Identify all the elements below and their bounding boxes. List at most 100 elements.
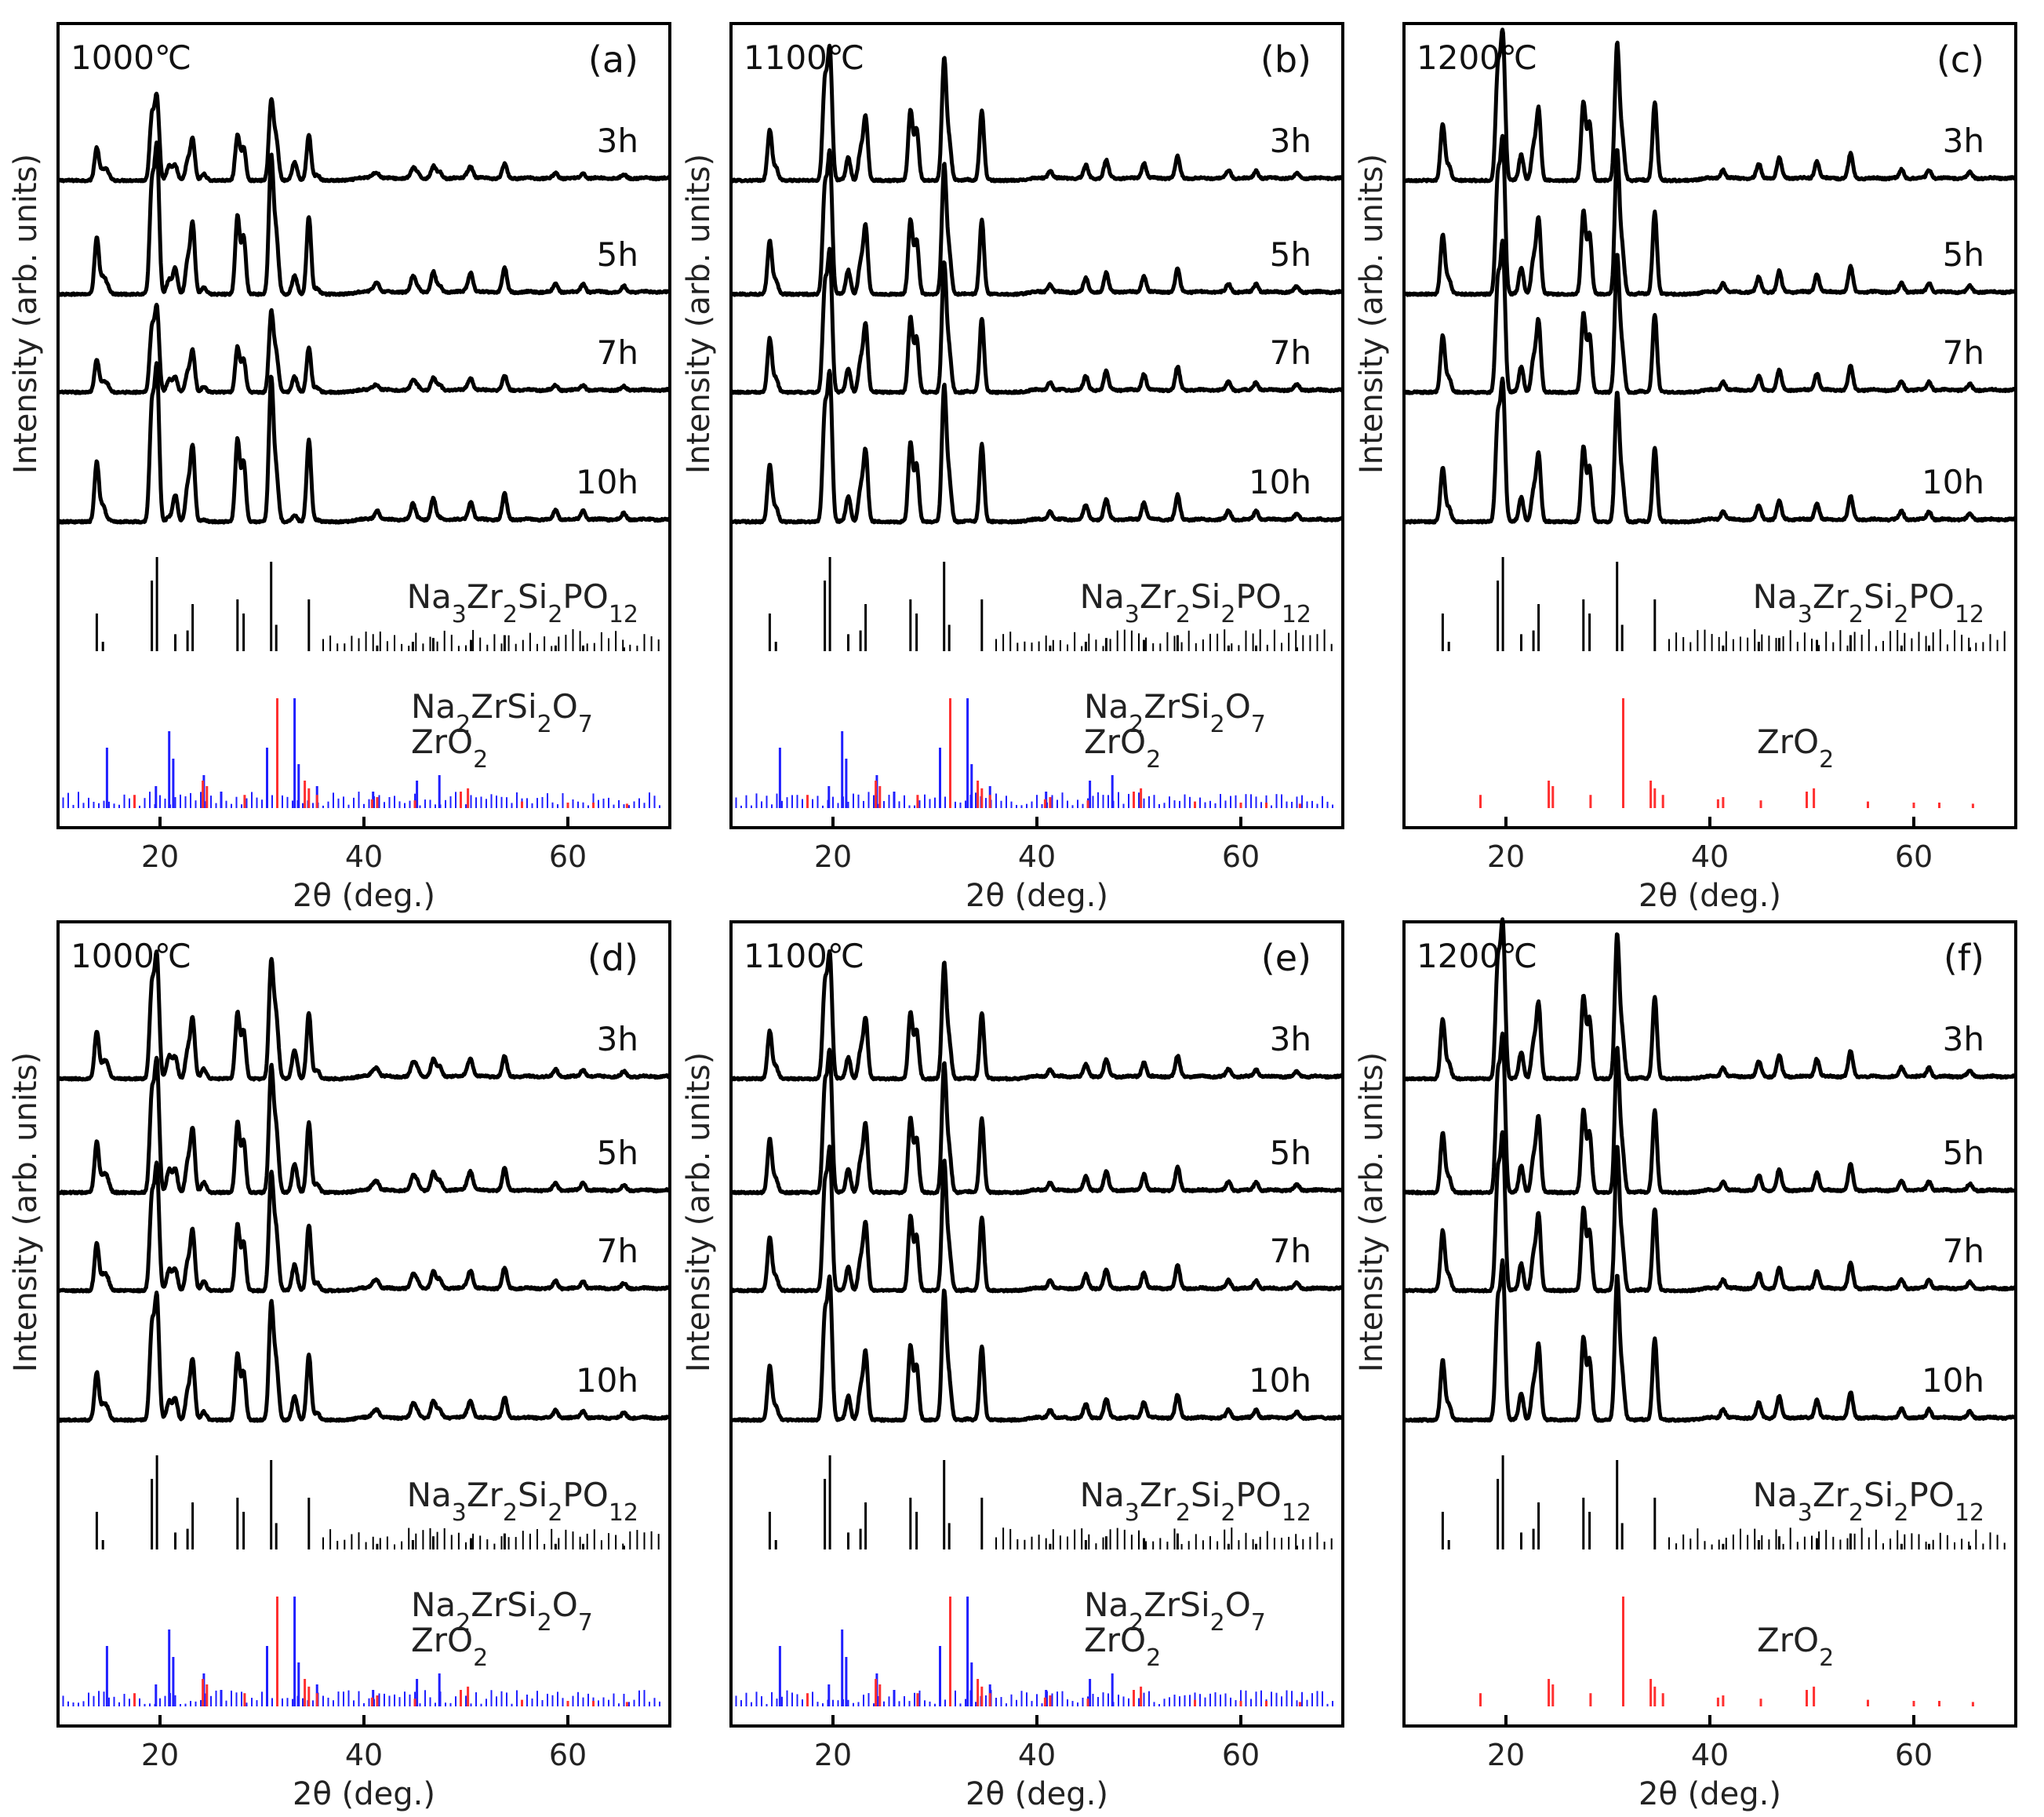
reference-label-na2zrsi2o7: Na2ZrSi2O7 (411, 687, 593, 738)
xrd-trace-3h (56, 91, 671, 184)
xrd-trace-5h (1402, 133, 2017, 297)
time-label-10h: 10h (576, 1361, 638, 1400)
reference-sticks-secondary (1479, 698, 1974, 808)
reference-sticks-secondary (62, 1597, 660, 1706)
reference-sticks-main (95, 557, 660, 651)
x-axis-label: 2θ (deg.) (293, 1776, 435, 1812)
x-tick-label: 20 (814, 839, 852, 874)
panel-a: 20 40 60 2θ (deg.) Intensity (arb. units) 100… (8, 22, 671, 914)
xrd-trace-5h (1402, 1031, 2017, 1196)
reference-label-na2zrsi2o7: Na2ZrSi2O7 (411, 1586, 593, 1637)
time-label-3h: 3h (1270, 122, 1311, 160)
reference-sticks-secondary (1479, 1597, 1974, 1706)
x-tick-label: 20 (141, 839, 179, 874)
panel-c: 20 40 60 2θ (deg.) Intensity (arb. units) 120… (1354, 22, 2017, 914)
xrd-trace-10h (729, 369, 1344, 525)
reference-label-na2zrsi2o7: Na2ZrSi2O7 (1084, 687, 1266, 738)
time-label-3h: 3h (597, 122, 638, 160)
x-tick-label: 20 (1487, 1738, 1525, 1772)
x-axis-label: 2θ (deg.) (293, 878, 435, 914)
time-label-7h: 7h (1943, 1232, 1984, 1270)
time-label-7h: 7h (1270, 1232, 1311, 1270)
reference-label-main: Na3Zr2Si2PO12 (1753, 577, 1984, 628)
panel-label: (d) (587, 937, 638, 979)
x-axis-label: 2θ (deg.) (1638, 878, 1781, 914)
panel-d: 20 40 60 2θ (deg.) Intensity (arb. units) 100… (8, 920, 671, 1812)
reference-label-zro2: ZrO2 (1757, 723, 1834, 774)
xrd-trace-7h (729, 1144, 1344, 1294)
x-tick-label: 40 (345, 839, 383, 874)
xrd-trace-10h (56, 361, 671, 525)
reference-label-main: Na3Zr2Si2PO12 (407, 1476, 638, 1527)
xrd-trace-10h (729, 1274, 1344, 1423)
temperature-label: 1100℃ (744, 38, 864, 77)
reference-label-zro2: ZrO2 (1757, 1621, 1834, 1672)
x-tick-label: 40 (1018, 1738, 1056, 1772)
x-tick-label: 40 (345, 1738, 383, 1772)
xrd-trace-7h (1402, 239, 2017, 395)
x-tick-label: 20 (141, 1738, 179, 1772)
panel-label: (b) (1260, 38, 1311, 81)
time-label-7h: 7h (1270, 333, 1311, 372)
time-label-10h: 10h (1922, 1361, 1984, 1400)
time-label-7h: 7h (597, 1232, 638, 1270)
y-axis-label: Intensity (arb. units) (1354, 1052, 1390, 1372)
reference-sticks-main (768, 1455, 1333, 1549)
time-label-5h: 5h (597, 1134, 638, 1172)
reference-sticks-main (95, 1455, 660, 1549)
xrd-trace-3h (729, 949, 1344, 1082)
panel-label: (c) (1937, 38, 1984, 81)
panel-label: (e) (1261, 937, 1311, 979)
time-label-3h: 3h (597, 1020, 638, 1058)
time-label-3h: 3h (1943, 1020, 1984, 1058)
x-tick-label: 60 (1222, 1738, 1260, 1772)
xrd-trace-10h (56, 1291, 671, 1423)
xrd-trace-10h (1402, 1258, 2017, 1423)
reference-sticks-main (768, 557, 1333, 651)
xrd-trace-5h (729, 1047, 1344, 1196)
x-tick-label: 40 (1018, 839, 1056, 874)
y-axis-label: Intensity (arb. units) (681, 1052, 717, 1372)
xrd-trace-3h (729, 43, 1344, 184)
xrd-trace-7h (1402, 1130, 2017, 1294)
y-axis-label: Intensity (arb. units) (1354, 154, 1390, 474)
reference-label-main: Na3Zr2Si2PO12 (1080, 1476, 1311, 1527)
y-axis-label: Intensity (arb. units) (8, 1052, 44, 1372)
temperature-label: 1000℃ (71, 937, 191, 975)
reference-sticks-main (1441, 557, 2006, 651)
xrd-trace-3h (1402, 917, 2017, 1082)
time-label-5h: 5h (1943, 1134, 1984, 1172)
y-axis-label: Intensity (arb. units) (8, 154, 44, 474)
xrd-trace-5h (729, 148, 1344, 297)
temperature-label: 1000℃ (71, 38, 191, 77)
x-tick-label: 40 (1691, 839, 1729, 874)
xrd-trace-3h (1402, 27, 2017, 184)
x-tick-label: 60 (1895, 839, 1933, 874)
x-tick-label: 60 (1222, 839, 1260, 874)
x-tick-label: 40 (1691, 1738, 1729, 1772)
time-label-3h: 3h (1270, 1020, 1311, 1058)
xrd-trace-10h (1402, 377, 2017, 525)
panel-f: 20 40 60 2θ (deg.) Intensity (arb. units) 120… (1354, 917, 2017, 1812)
time-label-3h: 3h (1943, 122, 1984, 160)
time-label-5h: 5h (1943, 235, 1984, 274)
xrd-trace-5h (56, 1055, 671, 1196)
x-axis-label: 2θ (deg.) (966, 878, 1108, 914)
x-tick-label: 20 (1487, 839, 1525, 874)
reference-label-main: Na3Zr2Si2PO12 (407, 577, 638, 628)
reference-label-main: Na3Zr2Si2PO12 (1080, 577, 1311, 628)
xrd-trace-7h (729, 246, 1344, 395)
panel-e: 20 40 60 2θ (deg.) Intensity (arb. units) 110… (681, 920, 1344, 1812)
x-axis-label: 2θ (deg.) (966, 1776, 1108, 1812)
reference-label-na2zrsi2o7: Na2ZrSi2O7 (1084, 1586, 1266, 1637)
y-axis-label: Intensity (arb. units) (681, 154, 717, 474)
time-label-5h: 5h (1270, 1134, 1311, 1172)
reference-sticks-secondary (62, 698, 660, 808)
temperature-label: 1100℃ (744, 937, 864, 975)
time-label-10h: 10h (1922, 463, 1984, 501)
reference-label-zro2: ZrO2 (411, 1621, 488, 1672)
reference-sticks-main (1441, 1455, 2006, 1549)
x-tick-label: 60 (549, 1738, 587, 1772)
reference-sticks-secondary (735, 1597, 1333, 1706)
